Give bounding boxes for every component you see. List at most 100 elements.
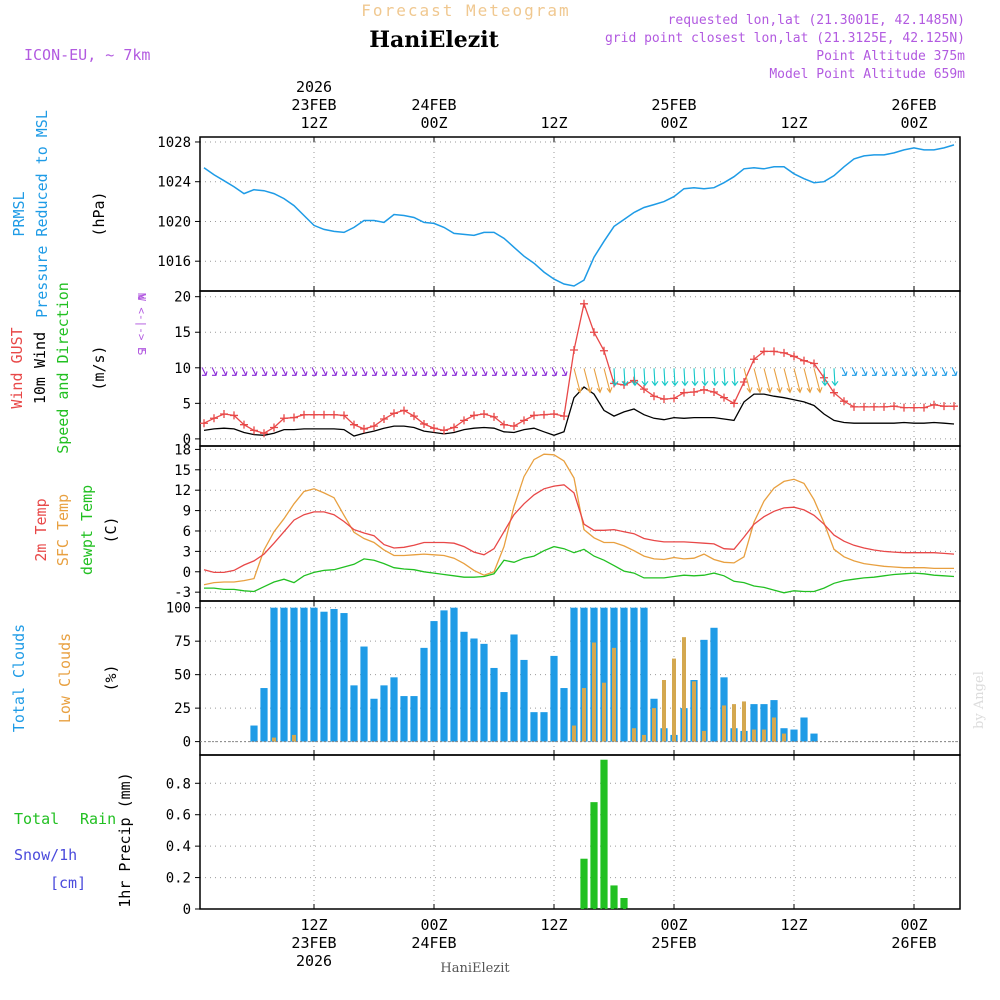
y-tick-label: 0.8: [166, 776, 191, 792]
gust-marker: [430, 424, 438, 433]
bottom-time-label: 12Z: [780, 916, 807, 934]
wind-direction-arrow: [793, 368, 803, 394]
top-time-label: 12Z: [540, 114, 567, 132]
label-wind-gust: Wind GUST: [8, 327, 26, 408]
total-cloud-bar: [440, 610, 448, 742]
low-cloud-bar: [292, 734, 296, 742]
wind-direction-arrow: [763, 368, 773, 394]
sfc-temp-line: [203, 453, 954, 586]
gust-marker: [720, 393, 728, 402]
wind-direction-arrow: [661, 368, 669, 387]
low-cloud-bar: [582, 688, 586, 742]
gust-marker: [440, 426, 448, 435]
compass-west-east: W <-|-> E: [135, 294, 148, 354]
gust-marker: [370, 422, 378, 431]
total-cloud-bar: [320, 611, 328, 742]
footer-station: HaniElezit: [440, 961, 510, 976]
total-cloud-bar: [800, 717, 808, 742]
bottom-time-label: 24FEB: [411, 934, 456, 952]
wind-direction-arrow: [851, 367, 858, 376]
y-tick-label: 9: [183, 504, 191, 520]
wind-direction-arrow: [551, 367, 558, 376]
gust-marker: [800, 356, 808, 365]
label-hpa: (hPa): [90, 191, 108, 236]
gust-marker: [770, 347, 778, 356]
wind-panel-labels: Wind GUST 10m Wind Speed and Direction (…: [8, 282, 148, 454]
wind-direction-arrow: [411, 367, 418, 376]
total-cloud-bar: [620, 607, 628, 742]
gridlines: [200, 137, 960, 910]
wind-direction-arrow: [691, 368, 699, 387]
gust-marker: [400, 406, 408, 415]
y-tick-label: 1016: [157, 254, 191, 270]
bottom-time-label: 25FEB: [651, 934, 696, 952]
top-time-label: 12Z: [780, 114, 807, 132]
top-time-label: 24FEB: [411, 96, 456, 114]
gust-marker: [230, 411, 238, 420]
gust-marker: [590, 328, 598, 337]
label-total: Total: [14, 810, 59, 828]
wind-direction-arrow: [631, 368, 639, 387]
label-2m-temp: 2m Temp: [32, 498, 50, 561]
gust-marker: [650, 392, 658, 401]
label-10m-wind: 10m Wind: [31, 332, 49, 404]
total-cloud-bar: [310, 607, 318, 742]
y-tick-label: 12: [174, 483, 191, 499]
bottom-time-label: 00Z: [900, 916, 927, 934]
wind-direction-arrow: [441, 367, 448, 376]
gust-marker: [320, 410, 328, 419]
wind-direction-arrow: [291, 367, 298, 376]
model-label: ICON-EU, ~ 7km: [24, 46, 150, 64]
total-cloud-bar: [580, 607, 588, 742]
label-snow: Snow/1h: [14, 846, 77, 864]
gust-marker: [930, 400, 938, 409]
low-cloud-bar: [752, 729, 756, 742]
wind-direction-arrow: [841, 367, 848, 376]
wind-direction-arrow: [321, 367, 328, 376]
y-tick-label: 0.6: [166, 808, 191, 824]
wind-direction-arrow: [531, 367, 538, 376]
wind-direction-arrow: [701, 368, 709, 387]
total-cloud-bar: [260, 688, 268, 742]
total-cloud-bar: [570, 607, 578, 742]
wind-direction-arrow: [621, 368, 629, 387]
total-cloud-bar: [760, 704, 768, 742]
wind-speed-line: [203, 386, 955, 437]
y-tick-label: 10: [174, 361, 191, 377]
gust-marker: [730, 399, 738, 408]
gust-marker: [680, 388, 688, 397]
top-time-label: 00Z: [900, 114, 927, 132]
wind-direction-arrow: [211, 367, 218, 376]
bottom-time-label: 00Z: [660, 916, 687, 934]
gust-marker: [850, 402, 858, 411]
panel-frames: [199, 136, 961, 910]
gust-marker: [550, 410, 558, 419]
y-tick-label: 0.4: [166, 839, 191, 855]
gust-marker: [340, 411, 348, 420]
gust-marker: [450, 423, 458, 432]
gust-marker: [830, 388, 838, 397]
total-cloud-bar: [630, 607, 638, 742]
low-cloud-bar: [682, 637, 686, 742]
y-tick-label: 5: [183, 396, 191, 412]
total-cloud-bar: [270, 607, 278, 742]
gust-marker: [690, 387, 698, 396]
gust-marker: [260, 429, 268, 438]
compass-north: N: [135, 293, 148, 300]
total-cloud-bar: [370, 698, 378, 742]
total-cloud-bar: [640, 607, 648, 742]
wind-direction-arrow: [301, 367, 308, 376]
station-title: HaniElezit: [369, 27, 499, 53]
total-cloud-bar: [350, 685, 358, 742]
total-cloud-bar: [750, 704, 758, 742]
gust-marker: [310, 410, 318, 419]
wind-direction-arrow: [941, 367, 948, 376]
wind-direction-arrow: [371, 367, 378, 376]
low-cloud-bar: [742, 701, 746, 742]
wind-direction-arrow: [391, 367, 398, 376]
dewpoint-line: [204, 545, 955, 594]
total-cloud-bar: [490, 667, 498, 742]
low-cloud-bar: [572, 725, 576, 742]
gust-marker: [480, 410, 488, 419]
total-cloud-bar: [430, 621, 438, 742]
